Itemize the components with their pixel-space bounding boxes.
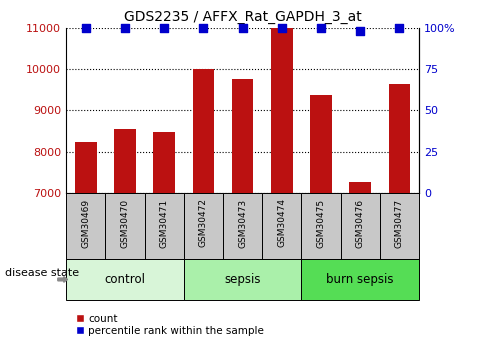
Point	[317, 25, 325, 30]
Bar	[105, 193, 145, 259]
Text: GSM30473: GSM30473	[238, 198, 247, 248]
Bar	[349, 182, 371, 193]
Text: GSM30477: GSM30477	[395, 198, 404, 248]
Text: burn sepsis: burn sepsis	[326, 273, 394, 286]
Bar	[153, 132, 175, 193]
Bar	[114, 129, 136, 193]
Bar	[75, 142, 97, 193]
Bar	[262, 193, 301, 259]
Point	[82, 25, 90, 30]
Text: GSM30474: GSM30474	[277, 198, 286, 247]
Text: disease state: disease state	[5, 268, 79, 278]
Point	[199, 25, 207, 30]
Point	[160, 25, 168, 30]
Point	[356, 28, 364, 34]
Bar	[232, 79, 253, 193]
Text: GSM30469: GSM30469	[81, 198, 90, 248]
Point	[121, 25, 129, 30]
Bar	[66, 193, 105, 259]
Title: GDS2235 / AFFX_Rat_GAPDH_3_at: GDS2235 / AFFX_Rat_GAPDH_3_at	[123, 10, 362, 24]
Text: control: control	[104, 273, 146, 286]
Point	[239, 25, 246, 30]
Bar	[145, 193, 184, 259]
Legend: count, percentile rank within the sample: count, percentile rank within the sample	[72, 309, 268, 340]
Text: GSM30476: GSM30476	[356, 198, 365, 248]
Text: sepsis: sepsis	[224, 273, 261, 286]
Bar	[341, 193, 380, 259]
Bar	[184, 259, 301, 300]
Bar	[184, 193, 223, 259]
Bar	[223, 193, 262, 259]
Text: GSM30475: GSM30475	[317, 198, 325, 248]
Text: GSM30470: GSM30470	[121, 198, 129, 248]
Bar	[193, 69, 214, 193]
Text: GSM30471: GSM30471	[160, 198, 169, 248]
Bar	[380, 193, 419, 259]
Point	[278, 25, 286, 30]
Bar	[301, 193, 341, 259]
Bar	[310, 95, 332, 193]
Bar	[301, 259, 419, 300]
Bar	[389, 84, 410, 193]
Bar	[66, 259, 184, 300]
Bar	[271, 28, 293, 193]
Point	[395, 25, 403, 30]
Text: GSM30472: GSM30472	[199, 198, 208, 247]
